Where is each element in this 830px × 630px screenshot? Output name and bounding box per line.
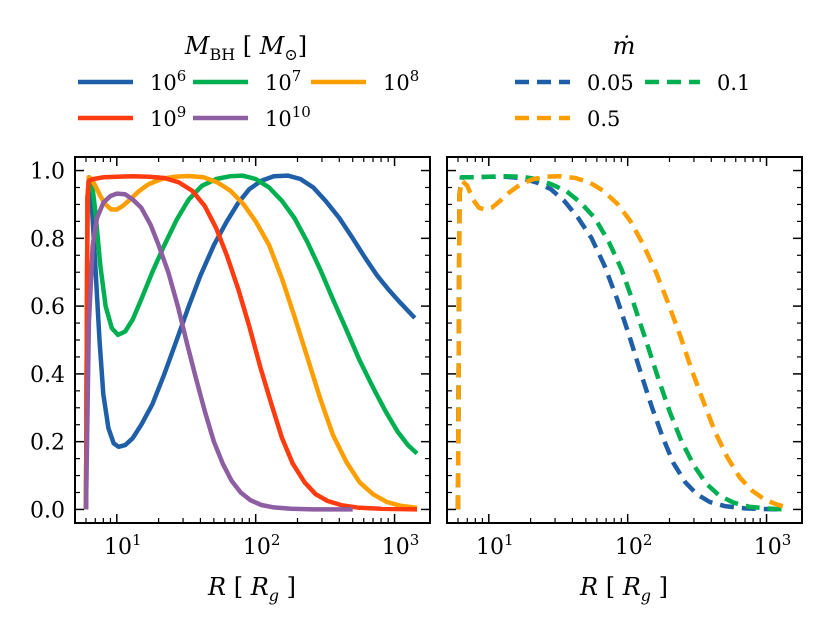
legend-mass-label: 1010	[265, 103, 311, 131]
series-line-0-10e7	[83, 173, 419, 510]
y-tick-label: 0.0	[30, 498, 65, 523]
x-tick-label: 102	[243, 531, 281, 560]
legend-mass-label: 107	[265, 67, 301, 95]
y-tick-label: 0.2	[30, 431, 65, 456]
legend-mdot-title: ṁ	[613, 32, 636, 60]
x-tick-label: 103	[754, 531, 792, 560]
legend-mdot-label: 0.5	[587, 107, 620, 131]
series-line-0-10e6	[83, 173, 417, 510]
right-xlabel: R [ Rg ]	[579, 573, 668, 605]
y-tick-label: 0.4	[30, 363, 65, 388]
series-line-1-0.05	[455, 174, 785, 512]
legend-mass-label: 108	[383, 67, 419, 95]
left-axes-frame	[74, 156, 431, 524]
series-line-0-10e9	[83, 174, 418, 512]
series-line-0-10e10	[83, 191, 353, 512]
x-tick-label: 101	[476, 531, 514, 560]
legend-mass-label: 106	[150, 67, 186, 95]
legend-mass-label: 109	[150, 103, 186, 131]
y-tick-label: 1.0	[30, 160, 65, 185]
left-xlabel: R [ Rg ]	[207, 573, 296, 605]
y-tick-label: 0.6	[30, 295, 65, 320]
series-line-0-10e8	[83, 173, 418, 511]
x-tick-label: 101	[104, 531, 142, 560]
right-axes-frame	[446, 156, 803, 524]
series-line-1-0.5	[455, 174, 786, 510]
series-line-1-0.1	[455, 174, 785, 512]
y-tick-label: 0.8	[30, 227, 65, 252]
panel-right: 101 102 103 R [ Rg ]	[446, 156, 803, 605]
panel-left: 101 102 103 0.0 0.2 0.4 0.6 0.8 1.0 R [ Rg ]	[30, 156, 431, 605]
legend-mass: MBH [ M⊙] 106 107 108 109 1010	[78, 32, 419, 131]
legend-mdot: ṁ 0.05 0.1 0.5	[515, 32, 750, 131]
x-tick-label: 103	[382, 531, 420, 560]
legend-mdot-label: 0.05	[587, 71, 634, 95]
legend-mass-title: MBH [ M⊙]	[184, 32, 307, 64]
legend-mdot-label: 0.1	[717, 71, 750, 95]
x-tick-label: 102	[615, 531, 653, 560]
